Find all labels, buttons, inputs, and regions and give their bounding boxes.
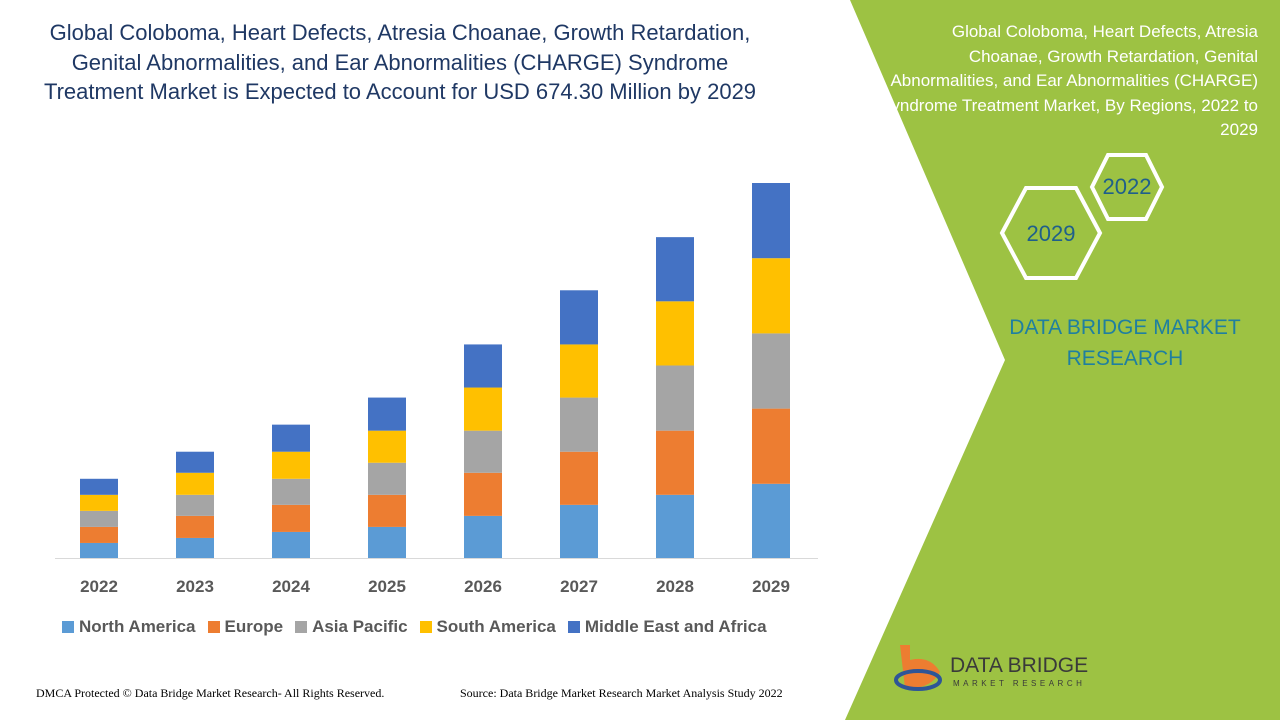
legend-item: Europe [207, 617, 284, 637]
bar-segment [272, 478, 310, 505]
bar-segment [560, 344, 598, 398]
logo-name: DATA BRIDGE [950, 654, 1088, 677]
legend-item: Middle East and Africa [567, 617, 767, 637]
legend-label: Asia Pacific [312, 617, 408, 636]
bar-segment [656, 494, 694, 558]
legend-swatch [207, 621, 220, 633]
x-tick-label: 2025 [368, 577, 406, 596]
bar-segment [560, 504, 598, 558]
legend-label: South America [436, 617, 556, 636]
bar-segment [752, 408, 790, 484]
logo-mark [900, 645, 940, 689]
legend-swatch [567, 621, 580, 633]
bar-segment [464, 515, 502, 558]
bar-segment [368, 430, 406, 463]
legend-label: North America [79, 617, 196, 636]
bar-segment [464, 387, 502, 431]
bar-segment [176, 451, 214, 473]
bar-segment [560, 290, 598, 345]
side-background [845, 0, 1280, 720]
bar-segment [752, 258, 790, 334]
logo-tagline: MARKET RESEARCH [953, 679, 1085, 688]
bar-segment [272, 504, 310, 532]
bar-segment [272, 531, 310, 558]
legend: North America Europe Asia Pacific South Ame… [62, 617, 767, 637]
legend-swatch [295, 621, 308, 633]
bar-segment [176, 515, 214, 538]
footer-right: Source: Data Bridge Market Research Mark… [460, 686, 783, 700]
bar-segment [656, 301, 694, 366]
legend-item: Asia Pacific [295, 617, 408, 637]
bar-segment [176, 537, 214, 558]
bar-segment [656, 237, 694, 302]
bar-segment [176, 472, 214, 495]
bar-segment [464, 472, 502, 516]
legend-label: Europe [224, 617, 284, 636]
bar-segment [656, 365, 694, 431]
legend-item: South America [419, 617, 556, 637]
bar-segment [80, 542, 118, 558]
bar-segment [80, 510, 118, 527]
chart-title: Global Coloboma, Heart Defects, Atresia … [43, 20, 757, 104]
hexagon-label: 2022 [1103, 174, 1152, 199]
bar-segment [368, 462, 406, 495]
bar-segment [464, 344, 502, 388]
hexagon [999, 186, 1103, 280]
bar-segment [80, 478, 118, 495]
logo-mark [894, 669, 942, 691]
legend-swatch [419, 621, 432, 633]
bar-segment [464, 430, 502, 473]
bar-segment [272, 451, 310, 479]
bar-segment [80, 526, 118, 543]
side-title: Global Coloboma, Heart Defects, Atresia … [880, 22, 1258, 139]
bar-segment [272, 424, 310, 452]
bar-segment [176, 494, 214, 516]
x-tick-label: 2027 [560, 577, 598, 596]
legend-label: Middle East and Africa [584, 617, 767, 636]
legend-item: North America [62, 617, 196, 637]
x-tick-label: 2026 [464, 577, 502, 596]
bar-segment [368, 526, 406, 558]
x-tick-label: 2022 [80, 577, 118, 596]
bar-segment [80, 494, 118, 511]
hexagon-label: 2029 [1027, 221, 1076, 246]
x-tick-label: 2024 [272, 577, 310, 596]
x-tick-label: 2023 [176, 577, 214, 596]
footer-left: DMCA Protected © Data Bridge Market Rese… [36, 686, 385, 700]
bar-segment [368, 494, 406, 527]
bar-segment [560, 397, 598, 452]
bar-segment [752, 483, 790, 558]
x-tick-label: 2028 [656, 577, 694, 596]
bar-segment [752, 183, 790, 259]
hexagon [1089, 153, 1165, 221]
bar-segment [560, 451, 598, 505]
bar-segment [752, 333, 790, 409]
x-tick-label: 2029 [752, 577, 790, 596]
bar-segment [656, 430, 694, 495]
bar-segment [368, 397, 406, 431]
legend-swatch [62, 621, 74, 633]
brand: DATA BRIDGE MARKET RESEARCH [1009, 316, 1241, 370]
